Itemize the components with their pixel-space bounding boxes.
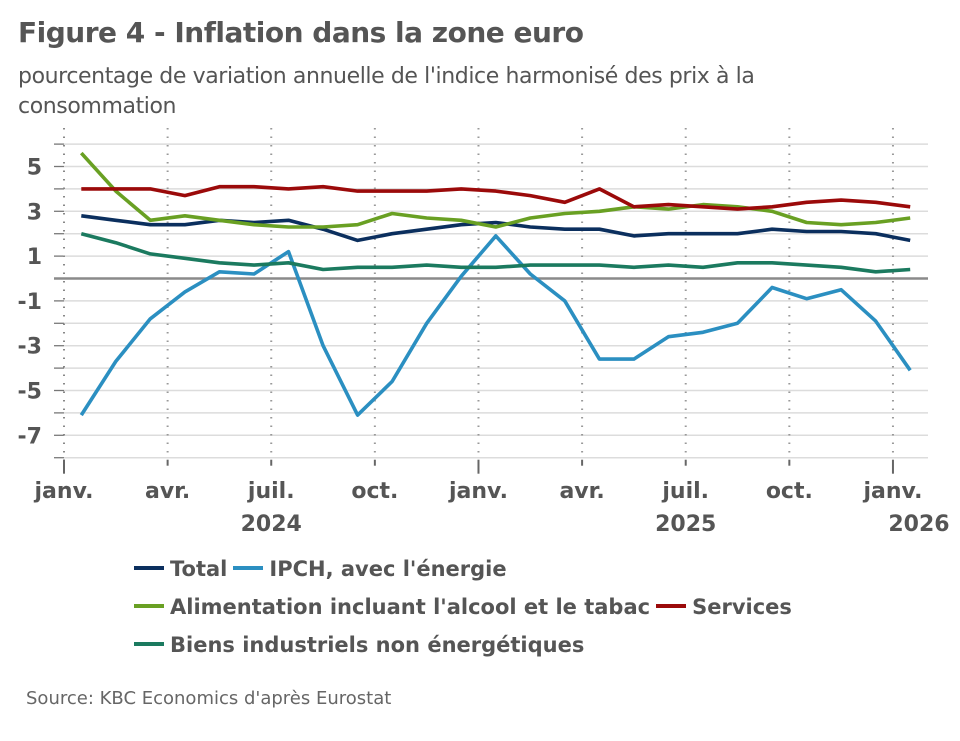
legend-swatch [233,566,264,570]
x-tick-label: avr. [145,479,190,504]
y-axis: 5 3 1 -1 -3 -5 -7 [18,156,42,450]
chart-subtitle: pourcentage de variation annuelle de l'i… [18,64,755,119]
line-chart: 5 3 1 -1 -3 -5 -7 janv. avr. juil. 2024 oct. janv. a… [18,128,950,537]
legend-row: Total IPCH, avec l'énergie [134,550,798,588]
legend-swatch [134,642,164,646]
legend-item: Services [656,588,792,626]
legend-label: Alimentation incluant l'alcool et le tab… [170,595,651,619]
legend-row: Alimentation incluant l'alcool et le tab… [134,588,798,626]
gridlines [54,143,928,459]
x-year-label: 2025 [655,512,716,537]
legend-item: Total [134,550,227,588]
x-tick-label: janv. [448,479,508,504]
series-line-ipch-avec-l-energie [79,234,912,417]
y-tick-label: -1 [18,290,42,315]
legend-swatch [134,566,164,570]
y-tick-label: 1 [27,245,42,270]
legend-label: Total [170,557,228,581]
x-year-label: 2024 [241,512,302,537]
y-tick-label: -5 [18,380,42,405]
chart-title: Figure 4 - Inflation dans la zone euro [18,16,584,49]
x-tick-label: janv. [34,479,94,504]
legend-item: Alimentation incluant l'alcool et le tab… [134,588,650,626]
legend-label: IPCH, avec l'énergie [269,557,507,581]
x-tick-label: oct. [351,479,398,504]
legend: Total IPCH, avec l'énergie Alimentation in… [134,550,798,664]
legend-label: Biens industriels non énergétiques [170,633,585,657]
series-line-biens-industriels-non-energetiques [80,231,911,274]
legend-swatch [656,604,687,608]
x-year-label: 2026 [888,512,949,537]
y-tick-label: -3 [18,335,42,360]
x-tick-label: janv. [862,479,922,504]
y-tick-label: 3 [27,200,42,225]
legend-item: Biens industriels non énergétiques [134,626,584,664]
source-note: Source: KBC Economics d'après Eurostat [26,688,392,709]
series-lines [79,151,912,417]
y-tick-label: 5 [27,156,42,181]
x-tick-label: avr. [559,479,604,504]
x-tick-label: juil. [661,479,709,504]
x-axis: janv. avr. juil. 2024 oct. janv. avr. juil. 2025… [34,459,950,537]
legend-item: IPCH, avec l'énergie [233,550,507,588]
legend-row: Biens industriels non énergétiques [134,626,798,664]
legend-swatch [134,604,164,608]
y-tick-label: -7 [18,424,42,449]
series-line-services [81,184,911,211]
x-tick-label: juil. [247,479,295,504]
x-tick-label: oct. [766,479,813,504]
legend-label: Services [692,595,792,619]
series-line-alimentation-incluant-l-alcool-et-le-tabac [79,151,911,229]
